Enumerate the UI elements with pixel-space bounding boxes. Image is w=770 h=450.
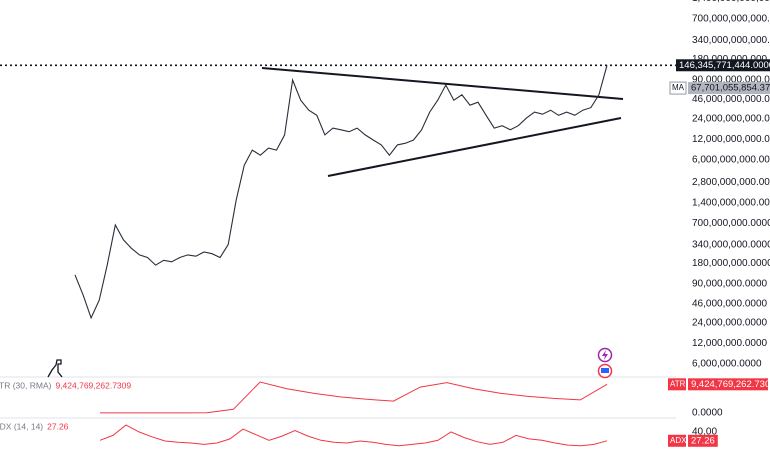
y-tick-label: 700,000,000.0000 [692,218,770,229]
y-tick-label: 180,000,000.0000 [692,258,770,269]
indicator-title: ATR (30, RMA) [0,380,52,390]
y-tick-label: 46,000,000,000.0000 [692,94,770,105]
price-line [74,65,608,320]
lightning-icon[interactable] [597,347,613,363]
y-tick-label: 340,000,000,000.0000 [692,35,770,46]
last-price-label: 146,345,771,444.0000 [679,60,770,71]
indicator-value-label: 27.26 [691,435,715,446]
indicator-name: ATR [670,379,686,388]
dino-icon [47,359,63,378]
indicator-value: 27.26 [47,421,69,431]
ma-name-badge [669,81,687,95]
y-tick-label: 12,000,000,000.0000 [692,134,770,145]
ma-name: MA [672,83,685,92]
indicator-name: ADX [670,436,687,445]
indicator-value: 9,424,769,262.7309 [55,380,131,390]
y-tick-label: 40.00 [692,427,717,438]
y-tick-label: 24,000,000.0000 [692,318,768,329]
indicator-name-badge [668,434,686,447]
y-tick-label: 6,000,000,000.0000 [692,154,770,165]
ma-badge [688,82,770,95]
y-tick-label: 90,000,000.0000 [692,279,768,290]
y-tick-label: 90,000,000,000.0000 [692,74,770,85]
flag-icon[interactable] [597,363,613,379]
price-line [100,381,608,414]
y-tick-label: 46,000,000.0000 [692,298,768,309]
indicator-title: ADX (14, 14) [0,421,43,431]
ma-label: 67,701,055,854.3750 [691,83,770,94]
y-tick-label: 24,000,000,000.0000 [692,113,770,124]
y-tick-label: 1,400,000,000,000.0000 [692,0,770,4]
indicator-value-label: 9,424,769,262.7309 [691,379,770,390]
trend-line [327,117,622,177]
indicator-name-badge [668,378,686,391]
price-line [99,424,608,447]
y-tick-label: 0.0000 [692,408,723,419]
y-tick-label: 700,000,000,000.0000 [692,14,770,25]
trend-line [261,67,624,100]
y-tick-label: 6,000,000.0000 [692,359,762,370]
y-tick-label: 12,000,000.0000 [692,338,768,349]
y-tick-label: 340,000,000.0000 [692,239,770,250]
indicator-value-badge [688,378,768,391]
y-tick-label: 1,400,000,000.0000 [692,197,770,208]
indicator-value-badge [688,434,718,447]
y-tick-label: 2,800,000,000.0000 [692,177,770,188]
last-price-badge [676,59,770,72]
